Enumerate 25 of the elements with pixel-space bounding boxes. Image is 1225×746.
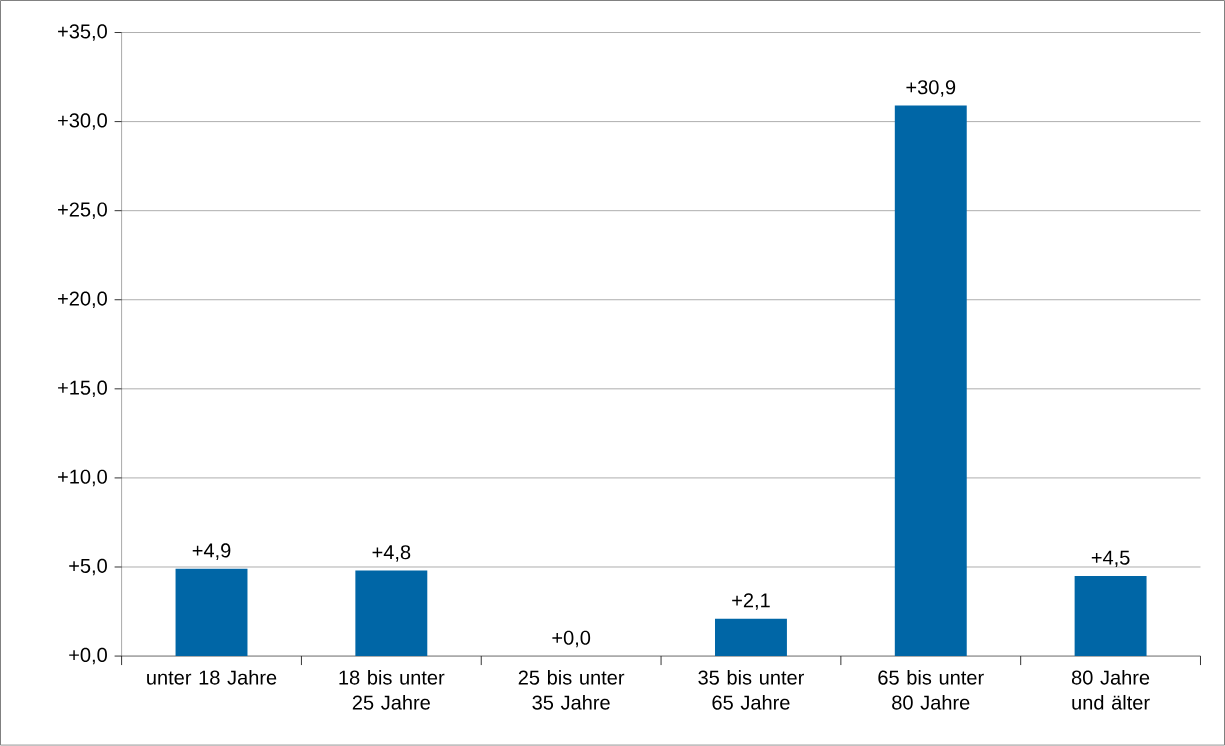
y-tick-label: +15,0 <box>58 380 107 398</box>
x-tick-label: 18 bis unter 25 Jahre <box>339 670 445 710</box>
data-label: +2,1 <box>732 593 770 610</box>
x-tick-label: 35 bis unter 65 Jahre <box>698 670 805 710</box>
y-tick-label: +25,0 <box>58 202 107 220</box>
data-label: +4,9 <box>192 543 231 561</box>
y-tick-label: +0,0 <box>69 647 107 665</box>
y-tick-label: +35,0 <box>58 24 107 41</box>
x-tick-label: unter 18 Jahre <box>147 670 277 685</box>
bar <box>1074 576 1147 657</box>
data-label: +0,0 <box>552 630 591 648</box>
y-tick-label: +30,0 <box>58 113 107 131</box>
y-tick-label: +20,0 <box>58 291 107 309</box>
data-label: +4,8 <box>372 545 411 562</box>
bar <box>715 618 787 657</box>
bar <box>894 105 967 657</box>
data-label: +4,5 <box>1091 550 1130 568</box>
x-tick-label: 80 Jahre und älter <box>1071 670 1150 710</box>
x-tick-label: 65 bis unter 80 Jahre <box>878 670 984 710</box>
x-tick-label: 25 bis unter 35 Jahre <box>518 670 625 710</box>
y-tick-label: +10,0 <box>58 469 107 487</box>
bar <box>175 568 248 657</box>
data-label: +30,9 <box>906 80 956 97</box>
y-tick-label: +5,0 <box>69 558 107 576</box>
bar <box>355 570 428 657</box>
